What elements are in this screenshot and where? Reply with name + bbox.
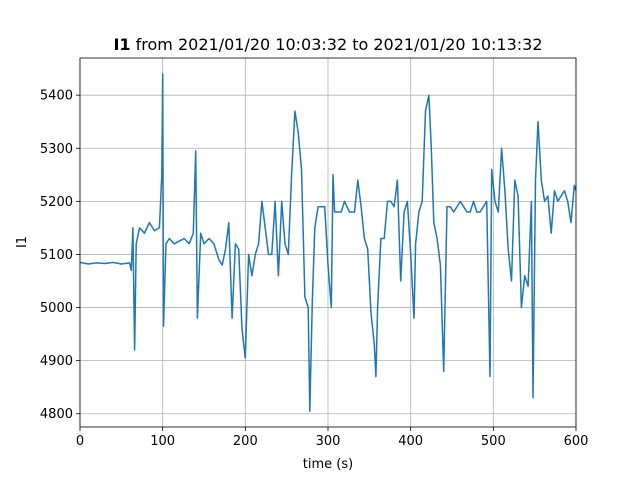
y-tick-label: 4800 bbox=[40, 407, 73, 422]
x-tick-label: 400 bbox=[398, 434, 423, 449]
x-tick-label: 200 bbox=[233, 434, 258, 449]
y-tick-label: 5200 bbox=[40, 195, 73, 210]
y-axis-label: I1 bbox=[15, 236, 30, 248]
y-tick-label: 5100 bbox=[40, 248, 73, 263]
x-tick-label: 0 bbox=[76, 434, 84, 449]
tick-marks bbox=[76, 94, 577, 431]
chart-title: I1 from 2021/01/20 10:03:32 to 2021/01/2… bbox=[113, 35, 542, 54]
chart-title-prefix: I1 bbox=[113, 35, 130, 54]
y-tick-label: 4900 bbox=[40, 354, 73, 369]
x-tick-label: 500 bbox=[481, 434, 506, 449]
x-tick-label: 100 bbox=[150, 434, 175, 449]
x-axis-label: time (s) bbox=[303, 457, 353, 472]
y-tick-label: 5400 bbox=[40, 89, 73, 104]
x-tick-label: 300 bbox=[316, 434, 341, 449]
x-tick-label: 600 bbox=[564, 434, 589, 449]
y-tick-label: 5000 bbox=[40, 301, 73, 316]
tick-labels: 0 100 200 300 400 500 600 4800 4900 5000 5100 5200 5… bbox=[40, 89, 589, 449]
chart-title-rest: from 2021/01/20 10:03:32 to 2021/01/20 1… bbox=[131, 35, 543, 54]
series-line-0 bbox=[79, 73, 577, 412]
y-tick-label: 5300 bbox=[40, 142, 73, 157]
series-layer bbox=[79, 73, 577, 412]
